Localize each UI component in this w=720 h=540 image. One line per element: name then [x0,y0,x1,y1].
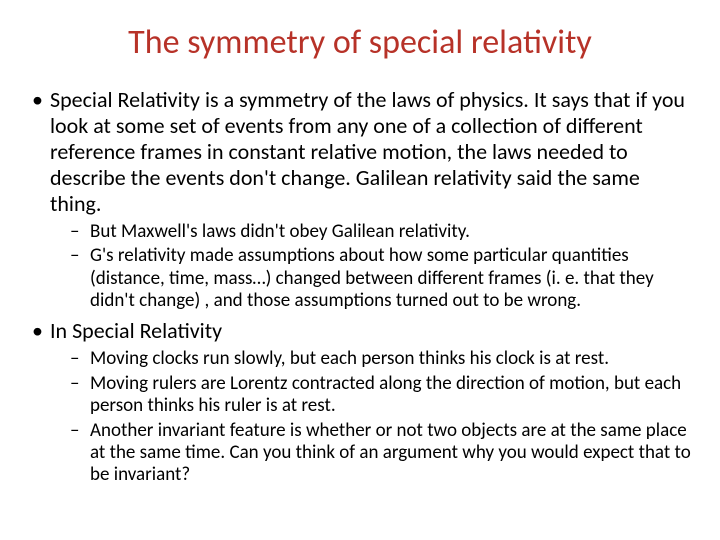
bullet-text: In Special Relativity [50,317,222,344]
sub-bullet-text: Moving clocks run slowly, but each perso… [90,347,609,370]
sub-bullet-text: But Maxwell's laws didn't obey Galilean … [90,220,470,243]
sub-bullet-item: Another invariant feature is whether or … [50,420,692,487]
bullet-item: In Special Relativity Moving clocks run … [28,318,692,486]
slide: The symmetry of special relativity Speci… [0,0,720,540]
sub-bullet-list: But Maxwell's laws didn't obey Galilean … [50,221,692,313]
sub-bullet-item: Moving rulers are Lorentz contracted alo… [50,373,692,418]
sub-bullet-item: Moving clocks run slowly, but each perso… [50,348,692,370]
slide-title: The symmetry of special relativity [28,22,692,63]
sub-bullet-list: Moving clocks run slowly, but each perso… [50,348,692,486]
sub-bullet-item: G's relativity made assumptions about ho… [50,245,692,312]
sub-bullet-text: G's relativity made assumptions about ho… [90,244,654,312]
sub-bullet-text: Another invariant feature is whether or … [90,419,691,487]
sub-bullet-item: But Maxwell's laws didn't obey Galilean … [50,221,692,243]
sub-bullet-text: Moving rulers are Lorentz contracted alo… [90,372,681,417]
bullet-item: Special Relativity is a symmetry of the … [28,87,692,312]
bullet-text: Special Relativity is a symmetry of the … [50,86,685,217]
bullet-list: Special Relativity is a symmetry of the … [28,87,692,487]
